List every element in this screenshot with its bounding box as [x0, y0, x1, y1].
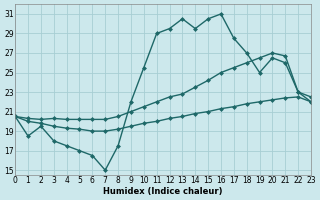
X-axis label: Humidex (Indice chaleur): Humidex (Indice chaleur) [103, 187, 223, 196]
